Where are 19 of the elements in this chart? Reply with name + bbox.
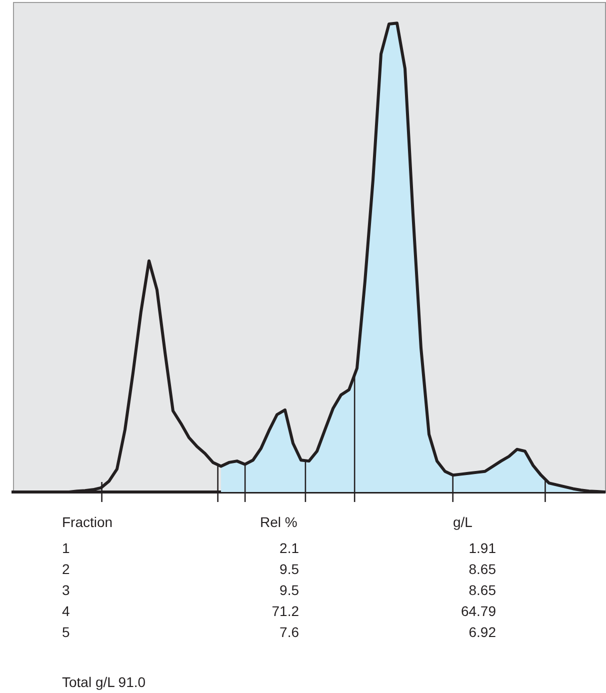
- text: 9.5: [280, 561, 299, 577]
- text: 8.65: [468, 561, 496, 577]
- text: 2.1: [280, 540, 299, 556]
- text: 71.2: [272, 603, 299, 619]
- text: 8.65: [468, 582, 496, 598]
- text: 6.92: [468, 624, 496, 640]
- text: Rel %: [260, 514, 298, 530]
- text: 4: [62, 603, 70, 619]
- text: 3: [62, 582, 70, 598]
- text: 1: [62, 540, 70, 556]
- text: 64.79: [460, 603, 496, 619]
- text: 2: [62, 561, 70, 577]
- text: 7.6: [280, 624, 299, 640]
- text: Fraction: [62, 514, 113, 530]
- text: g/L: [453, 514, 472, 530]
- text: Total g/L 91.0: [62, 674, 146, 690]
- text: 5: [62, 624, 70, 640]
- text: 1.91: [468, 540, 496, 556]
- text: 9.5: [280, 582, 299, 598]
